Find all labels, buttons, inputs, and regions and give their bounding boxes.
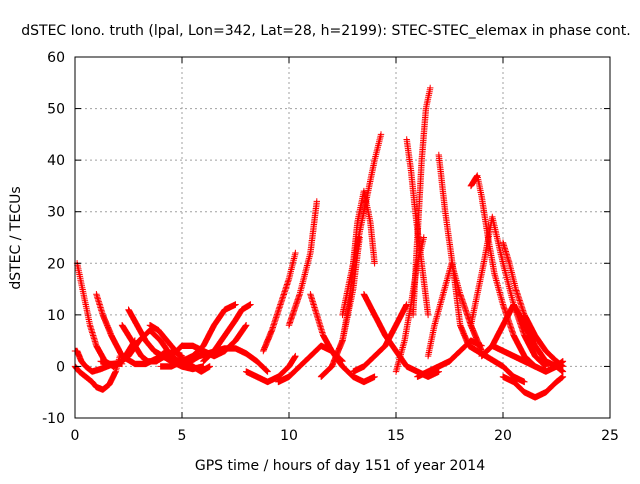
y-tick-label: -10 <box>42 411 65 427</box>
x-tick-label: 25 <box>601 428 619 444</box>
series-markers <box>414 337 485 380</box>
y-axis-label: dSTEC / TECUs <box>8 186 24 289</box>
series-markers <box>260 249 299 355</box>
y-tick-label: 50 <box>47 102 65 118</box>
x-tick-label: 15 <box>387 428 405 444</box>
chart-title: dSTEC Iono. truth (lpal, Lon=342, Lat=28… <box>21 23 630 39</box>
series-markers <box>339 131 385 319</box>
y-tick-label: 60 <box>47 50 65 66</box>
y-tick-label: 30 <box>47 205 65 221</box>
series-markers <box>489 342 567 375</box>
series-markers <box>409 84 434 319</box>
series-20 <box>339 131 385 319</box>
plot-frame <box>74 56 611 419</box>
series-markers <box>499 373 567 401</box>
series-28 <box>435 151 528 386</box>
series-24 <box>403 136 432 319</box>
series-9 <box>157 301 239 370</box>
series-25 <box>409 84 434 319</box>
y-tick-label: 0 <box>56 359 65 375</box>
data-series <box>71 84 567 401</box>
series-29 <box>467 172 539 370</box>
series-markers <box>285 198 320 329</box>
series-33 <box>499 373 567 401</box>
y-tick-label: 20 <box>47 256 65 272</box>
series-17 <box>307 291 378 386</box>
series-markers <box>157 301 239 370</box>
series-13 <box>243 352 299 386</box>
x-tick-label: 20 <box>494 428 512 444</box>
series-12 <box>200 301 254 365</box>
series-markers <box>499 239 567 370</box>
series-34 <box>489 342 567 375</box>
series-16 <box>285 198 320 329</box>
series-markers <box>435 151 528 386</box>
x-axis-label: GPS time / hours of day 151 of year 2014 <box>195 458 485 474</box>
series-22 <box>350 301 410 375</box>
x-tick-label: 0 <box>71 428 80 444</box>
series-27 <box>414 337 485 380</box>
series-32 <box>499 239 567 370</box>
series-markers <box>200 301 254 365</box>
series-14 <box>260 249 299 355</box>
y-tick-label: 10 <box>47 308 65 324</box>
series-markers <box>307 291 378 386</box>
series-markers <box>243 352 299 386</box>
series-markers <box>350 301 410 375</box>
x-tick-label: 10 <box>280 428 298 444</box>
y-tick-label: 40 <box>47 153 65 169</box>
series-markers <box>467 172 539 370</box>
series-markers <box>403 136 432 319</box>
x-tick-label: 5 <box>178 428 187 444</box>
axis-ticks: 0 5 10 15 20 25 -10 0 10 20 30 40 50 60 <box>42 50 619 444</box>
